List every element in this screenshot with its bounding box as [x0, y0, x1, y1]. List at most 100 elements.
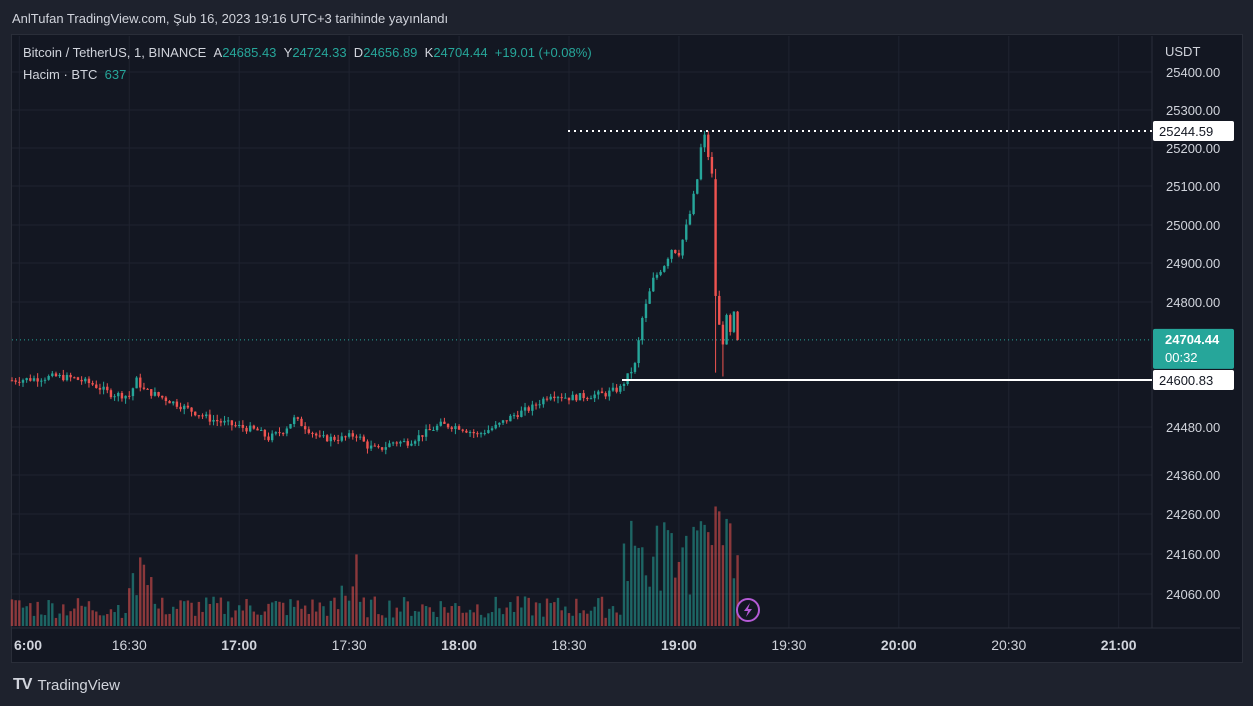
high-value: 24724.33 — [292, 45, 347, 60]
volume-bar — [670, 533, 673, 626]
candle-body — [172, 401, 175, 404]
candle-body — [197, 415, 201, 417]
volume-bar — [355, 554, 358, 626]
volume-bar — [212, 596, 215, 626]
candle-body — [600, 391, 604, 394]
candle-body — [670, 249, 673, 259]
volume-bar — [516, 596, 519, 626]
volume-bar — [157, 608, 160, 626]
candle-body — [58, 374, 61, 377]
candle-body — [212, 419, 215, 422]
volume-bar — [707, 532, 710, 626]
volume-bar — [600, 596, 604, 626]
volume-bar — [322, 606, 325, 626]
volume-bar — [718, 511, 721, 626]
volume-bar — [329, 600, 333, 626]
volume-bar — [234, 610, 237, 626]
volume-bar — [468, 609, 472, 626]
time-tick-label: 20:30 — [991, 637, 1026, 653]
countdown-label: 00:32 — [1165, 350, 1198, 365]
volume-bar — [340, 585, 344, 626]
candle-body — [263, 429, 267, 437]
volume-bar — [644, 575, 648, 626]
candle-body — [424, 429, 428, 437]
candle-body — [161, 395, 164, 398]
volume-bar — [351, 586, 354, 626]
candle-body — [157, 392, 160, 396]
candle-body — [292, 417, 296, 425]
volume-legend: Hacim · BTC 637 — [23, 67, 126, 82]
volume-bar — [274, 601, 278, 626]
candle-body — [289, 424, 292, 429]
candle-body — [98, 387, 102, 390]
volume-bar — [245, 599, 248, 626]
volume-bar — [135, 595, 138, 626]
candle-body — [234, 425, 237, 427]
volume-bar — [120, 617, 124, 626]
candle-body — [652, 277, 655, 292]
candle-body — [443, 421, 446, 424]
price-tick-label: 25300.00 — [1166, 103, 1220, 118]
candle-body — [135, 377, 138, 389]
volume-bar — [652, 556, 655, 626]
candle-body — [73, 377, 76, 379]
candle-body — [351, 433, 354, 437]
volume-bar — [347, 600, 351, 626]
candle-body — [117, 392, 120, 397]
volume-bar — [380, 615, 384, 626]
candle-body — [406, 441, 409, 446]
volume-bar — [626, 581, 629, 626]
volume-bar — [699, 521, 703, 626]
volume-bar — [259, 614, 263, 626]
volume-bar — [575, 598, 578, 626]
volume-bar — [21, 607, 25, 626]
candle-body — [95, 384, 98, 388]
candle-body — [597, 391, 600, 395]
tradingview-logo-icon: TV — [13, 676, 32, 693]
candle-body — [487, 430, 490, 434]
price-tick-label: 25000.00 — [1166, 218, 1220, 233]
candle-body — [593, 394, 596, 399]
time-tick-label: 20:00 — [881, 637, 917, 653]
volume-bar — [696, 530, 699, 626]
candle-body — [534, 404, 538, 406]
volume-bar — [457, 606, 461, 626]
candle-body — [281, 433, 285, 435]
volume-bar — [131, 573, 135, 626]
lightning-bolt-icon — [744, 603, 752, 617]
brand-name: TradingView — [37, 676, 120, 694]
volume-bar — [384, 617, 387, 626]
candle-body — [179, 406, 182, 410]
volume-bar — [69, 611, 72, 626]
volume-bar — [208, 603, 212, 626]
candle-body — [194, 411, 197, 416]
currency-label: USDT — [1165, 44, 1200, 59]
candle-body — [688, 213, 692, 225]
candle-body — [142, 387, 146, 389]
candle-body — [216, 419, 219, 422]
close-value: 24704.44 — [433, 45, 488, 60]
price-axis: USDT 25400.00 25300.00 25200.00 25100.00 2500… — [1153, 44, 1234, 602]
candle-body — [549, 396, 552, 400]
candle-body — [571, 394, 574, 401]
candle-body — [120, 392, 124, 399]
candle-body — [43, 379, 47, 381]
volume-bar — [637, 547, 640, 626]
candle-body — [14, 380, 17, 382]
candle-body — [736, 311, 739, 340]
candle-body — [560, 397, 563, 399]
candle-body — [523, 407, 527, 411]
volume-bar — [560, 610, 563, 626]
volume-bar — [43, 615, 47, 626]
volume-bar — [450, 606, 453, 626]
candle-body — [369, 445, 373, 449]
volume-bar — [685, 535, 688, 626]
candle-body — [54, 373, 58, 377]
volume-bar — [410, 615, 413, 626]
candle-body — [494, 424, 497, 429]
tradingview-footer[interactable]: TV TradingView — [13, 676, 120, 694]
volume-bar — [479, 614, 483, 626]
support-price-label: 24600.83 — [1159, 373, 1213, 388]
candle-body — [512, 415, 516, 417]
